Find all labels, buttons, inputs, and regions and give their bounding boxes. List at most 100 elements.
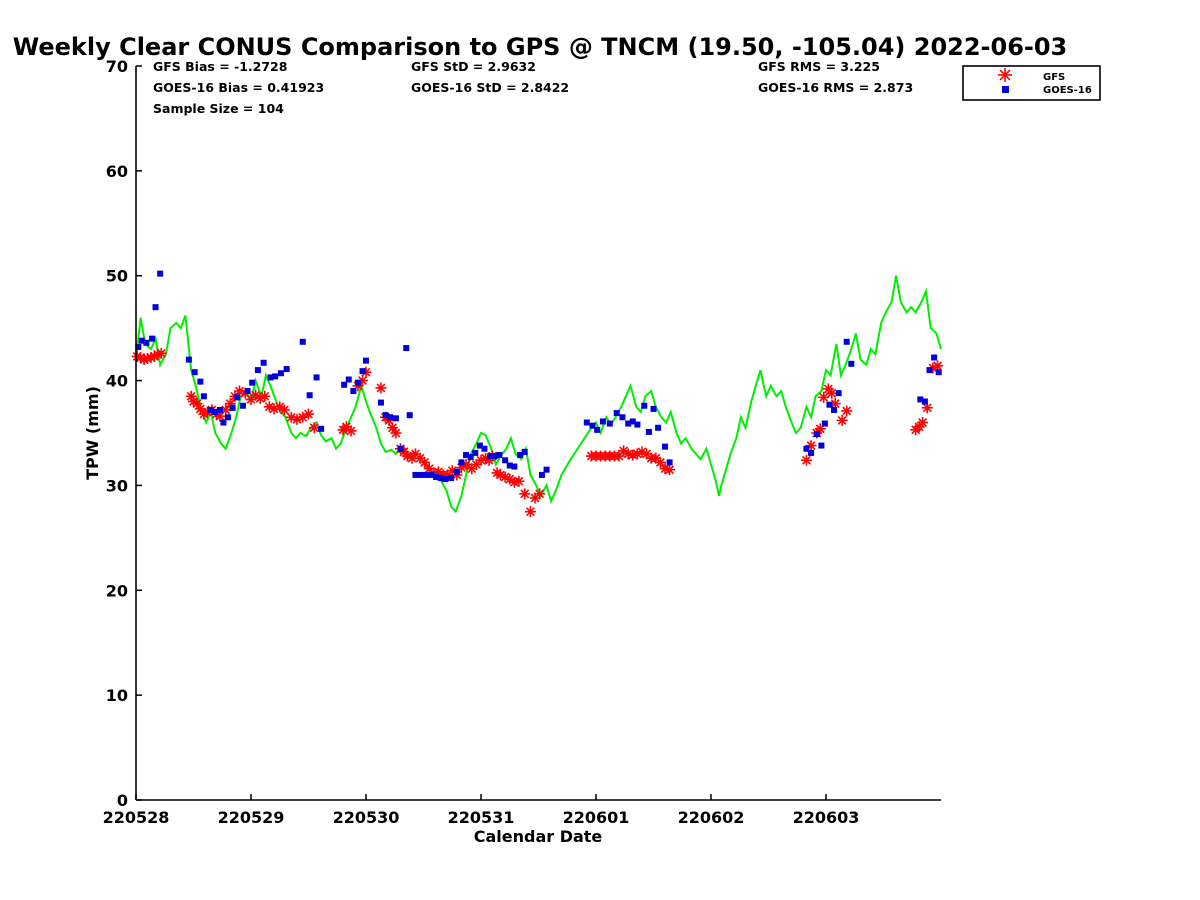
gfs-point xyxy=(495,469,507,481)
goes-point xyxy=(458,459,465,466)
x-axis-label: Calendar Date xyxy=(474,827,603,846)
gfs-point xyxy=(800,454,812,466)
goes-point xyxy=(382,412,389,419)
goes-point xyxy=(197,378,204,385)
gfs-point xyxy=(308,422,320,434)
goes-point xyxy=(931,354,938,361)
goes-point xyxy=(397,445,404,452)
goes-point xyxy=(392,415,399,422)
goes-point xyxy=(808,449,815,456)
goes-point xyxy=(428,471,435,478)
goes-point xyxy=(821,420,828,427)
gfs-point xyxy=(622,448,634,460)
x-tick-label: 220530 xyxy=(333,808,400,827)
goes-point xyxy=(260,359,267,366)
goes-point xyxy=(619,414,626,421)
goes-point xyxy=(818,442,825,449)
goes-point xyxy=(403,345,410,352)
gfs-point xyxy=(419,456,431,468)
goes-point xyxy=(491,453,498,460)
stat-gfs-rms: GFS RMS = 3.225 xyxy=(758,59,880,74)
goes-point xyxy=(229,404,236,411)
x-tick-label: 220528 xyxy=(103,808,170,827)
gfs-point xyxy=(303,408,314,420)
goes-point xyxy=(207,406,214,413)
goes-point xyxy=(220,419,227,426)
goes-point xyxy=(502,457,509,464)
goes-point xyxy=(412,471,419,478)
legend-goes-marker xyxy=(1002,86,1009,93)
goes-point xyxy=(442,476,449,483)
gfs-point xyxy=(414,452,426,464)
goes-point xyxy=(594,426,601,433)
gfs-point xyxy=(841,405,853,417)
y-tick-label: 30 xyxy=(106,476,128,495)
goes-point xyxy=(191,369,198,376)
goes-point xyxy=(359,368,366,375)
goes-point xyxy=(437,475,444,482)
gps-series-line xyxy=(135,275,942,514)
gfs-point xyxy=(654,456,666,468)
goes-point xyxy=(583,419,590,426)
legend: GFS GOES-16 xyxy=(962,65,1101,101)
gfs-point xyxy=(508,476,520,488)
goes-point xyxy=(463,452,470,459)
stat-goes-rms: GOES-16 RMS = 2.873 xyxy=(758,80,913,95)
goes-point xyxy=(433,474,440,481)
goes-point xyxy=(299,338,306,345)
goes-point xyxy=(826,401,833,408)
gfs-point xyxy=(155,347,167,359)
goes-point xyxy=(641,402,648,409)
legend-goes-label: GOES-16 xyxy=(1043,85,1092,96)
goes-point xyxy=(422,471,429,478)
y-tick-label: 70 xyxy=(106,57,128,76)
stat-gfs-bias: GFS Bias = -1.2728 xyxy=(153,59,287,74)
goes-point xyxy=(599,418,606,425)
goes-point xyxy=(448,475,455,482)
goes-point xyxy=(152,304,159,311)
goes-point xyxy=(813,431,820,438)
gfs-point xyxy=(534,488,546,500)
gfs-point xyxy=(664,464,676,476)
goes-point xyxy=(538,471,545,478)
goes-point xyxy=(926,367,933,374)
goes-point xyxy=(157,270,164,277)
goes-point xyxy=(277,370,284,377)
goes-point xyxy=(625,420,632,427)
goes-point xyxy=(453,468,460,475)
goes-point xyxy=(511,463,518,470)
gfs-point xyxy=(524,506,536,518)
gfs-point xyxy=(921,402,933,414)
goes-point xyxy=(200,393,207,400)
goes-point xyxy=(267,374,274,381)
goes-point xyxy=(212,409,219,416)
gfs-point xyxy=(818,391,830,403)
goes-point xyxy=(363,357,369,364)
goes-point xyxy=(272,373,279,380)
gfs-point xyxy=(345,425,357,437)
goes-point xyxy=(318,425,325,432)
goes-point xyxy=(629,418,636,425)
goes-point xyxy=(472,449,479,456)
goes-point xyxy=(650,405,657,412)
goes-point xyxy=(481,445,488,452)
gfs-point xyxy=(513,475,525,487)
goes-point xyxy=(387,414,394,421)
goes-point xyxy=(921,398,928,405)
goes-point xyxy=(377,399,384,406)
legend-gfs-label: GFS xyxy=(1043,72,1065,83)
goes-point xyxy=(543,466,550,473)
goes-point xyxy=(143,339,150,346)
x-tick-label: 220531 xyxy=(448,808,515,827)
goes-point xyxy=(306,392,313,399)
plot-series xyxy=(131,270,944,518)
goes-point xyxy=(234,394,241,401)
goes-point xyxy=(254,367,261,374)
goes-point xyxy=(803,445,810,452)
goes-point xyxy=(935,369,942,376)
y-axis-ticks: 0 10 20 30 40 50 60 70 xyxy=(106,57,142,810)
goes-point xyxy=(655,424,662,431)
goes-point xyxy=(138,337,145,344)
gfs-point xyxy=(826,387,838,399)
